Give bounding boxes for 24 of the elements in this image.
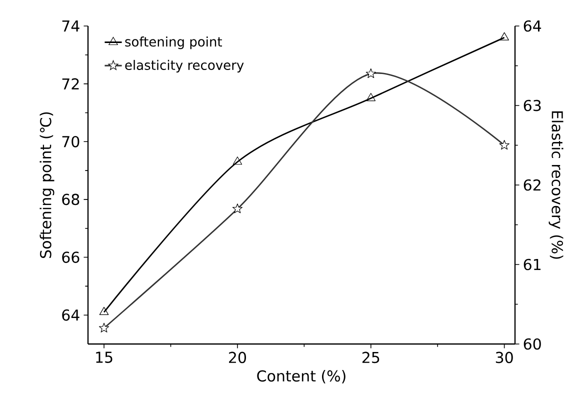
x-axis-title: Content (%) xyxy=(257,370,346,384)
y-axis-title: Softening point (℃) xyxy=(40,112,54,258)
y-tick-label: 70 xyxy=(62,136,80,148)
y-tick-label: 68 xyxy=(62,194,80,206)
x-tick-label: 30 xyxy=(496,352,513,364)
y2-axis-title: Elastic recovery (%) xyxy=(548,111,564,259)
y2-tick-label: 62 xyxy=(524,179,540,191)
point xyxy=(366,92,376,102)
y-tick-label: 72 xyxy=(62,78,79,90)
legend-label: elasticity recovery xyxy=(125,60,244,73)
x-tick-label: 20 xyxy=(229,352,246,364)
legend-label: softening point xyxy=(125,36,222,50)
point xyxy=(99,306,109,315)
y2-tick-label: 63 xyxy=(524,100,541,112)
y-tick-label: 64 xyxy=(62,309,80,321)
y2-tick-label: 61 xyxy=(524,258,540,270)
point xyxy=(500,32,509,40)
y-tick-label: 66 xyxy=(62,252,80,263)
y2-tick-label: 64 xyxy=(524,20,542,32)
y2-tick-label: 60 xyxy=(524,338,541,350)
point xyxy=(232,156,242,165)
y-tick-label: 74 xyxy=(62,20,80,32)
x-tick-label: 15 xyxy=(96,352,112,363)
x-tick-label: 25 xyxy=(362,352,380,364)
